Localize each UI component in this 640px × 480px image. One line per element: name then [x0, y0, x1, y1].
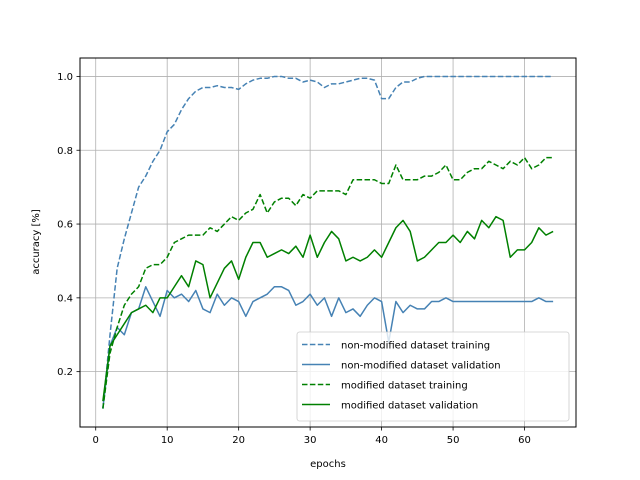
axis-ticks: 0 10 20 30 40 50 60 0.2 0.4 0.6 0.8 1.0: [57, 72, 531, 446]
series-line-non-modified-dataset-validation: [102, 286, 554, 409]
legend-box: [296, 331, 570, 422]
y-axis-label: accuracy [%]: [31, 209, 42, 275]
legend-label-non-modified-dataset-training: non-modified dataset training: [341, 341, 490, 352]
legend-label-non-modified-dataset-validation: non-modified dataset validation: [341, 361, 501, 372]
y-tick-label: 0.2: [57, 367, 73, 378]
x-tick-label: 40: [375, 435, 388, 446]
legend-label-modified-dataset-validation: modified dataset validation: [341, 401, 478, 412]
x-tick-label: 60: [518, 435, 531, 446]
x-tick-label: 10: [161, 435, 174, 446]
y-tick-label: 0.6: [57, 220, 73, 231]
series-line-modified-dataset-training: [102, 156, 554, 409]
x-axis-label: epochs: [310, 459, 346, 470]
legend-label-modified-dataset-training: modified dataset training: [341, 381, 468, 392]
y-tick-label: 1.0: [57, 72, 73, 83]
x-tick-label: 0: [93, 435, 99, 446]
legend: non-modified dataset training non-modifie…: [296, 331, 570, 422]
x-tick-label: 50: [447, 435, 460, 446]
plot-frame: [79, 57, 577, 428]
x-tick-label: 30: [304, 435, 317, 446]
y-tick-label: 0.8: [57, 146, 73, 157]
series-line-non-modified-dataset-training: [102, 75, 554, 409]
y-tick-label: 0.4: [57, 293, 73, 304]
series-line-modified-dataset-validation: [102, 215, 554, 402]
x-tick-label: 20: [232, 435, 245, 446]
plot-area: [102, 75, 554, 409]
